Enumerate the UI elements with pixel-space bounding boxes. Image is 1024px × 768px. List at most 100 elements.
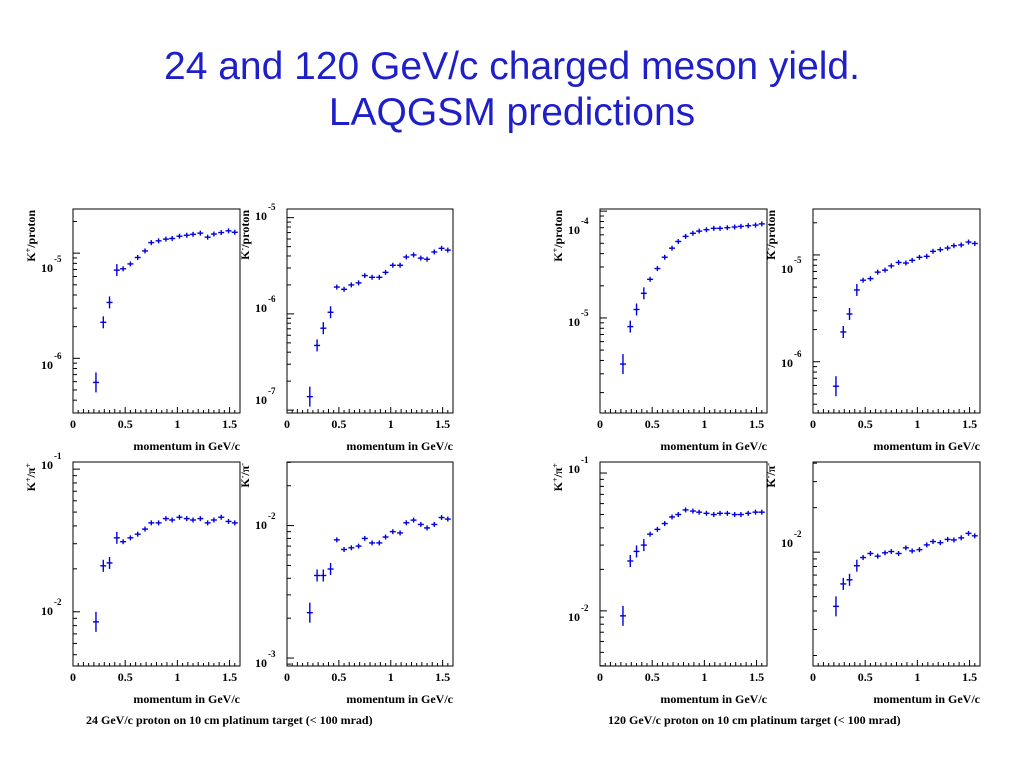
x-minor-ticks [817, 407, 976, 413]
data-point [965, 239, 972, 245]
data-point [176, 233, 183, 239]
data-point [218, 514, 225, 520]
data-point [92, 611, 99, 632]
data-point [840, 325, 847, 338]
data-point [965, 530, 972, 536]
data-point [361, 273, 368, 279]
y-tick-exponent: -3 [268, 649, 276, 659]
data-point [120, 539, 127, 545]
x-tick-label: 0.5 [118, 670, 133, 684]
data-point [909, 257, 916, 263]
data-point [348, 545, 355, 551]
y-tick-label: 10 [568, 315, 580, 329]
data-point [930, 248, 937, 254]
data-point [888, 549, 895, 555]
plot-frame [72, 461, 241, 667]
slide-title: 24 and 120 GeV/c charged meson yield. LA… [0, 44, 1024, 136]
y-tick-exponent: -5 [794, 255, 802, 265]
y-tick-label: 10 [41, 358, 53, 372]
data-point [190, 231, 197, 237]
data-point [895, 259, 902, 265]
data-point [333, 284, 340, 290]
data-point [333, 537, 340, 543]
data-point [100, 316, 107, 329]
data-point [971, 533, 978, 539]
data-point [355, 543, 362, 549]
x-tick-label: 0.5 [858, 670, 873, 684]
y-tick-exponent: -1 [54, 451, 62, 461]
data-point [867, 550, 874, 556]
data-point [204, 234, 211, 240]
data-point [689, 508, 696, 514]
x-tick-label: 0.5 [118, 417, 133, 431]
x-tick-label: 1.5 [749, 670, 764, 684]
data-point [106, 296, 113, 309]
data-point [424, 525, 431, 531]
x-tick-label: 1 [701, 670, 707, 684]
x-tick-label: 1.5 [222, 417, 237, 431]
data-point [958, 242, 965, 248]
data-point [731, 512, 738, 518]
x-tick-label: 1 [914, 670, 920, 684]
y-tick-exponent: -2 [54, 597, 62, 607]
data-point [737, 512, 744, 518]
data-point [752, 222, 759, 228]
plot-frame [812, 461, 981, 667]
data-point [633, 545, 640, 558]
x-axis-title: momentum in GeV/c [873, 439, 980, 453]
data-point [944, 245, 951, 251]
data-point [376, 540, 383, 546]
x-minor-ticks [604, 660, 763, 666]
data-point [169, 235, 176, 241]
x-tick-label: 0 [70, 417, 76, 431]
data-point [389, 529, 396, 535]
data-point [162, 236, 169, 242]
data-point [314, 339, 321, 352]
data-point [355, 280, 362, 286]
data-point [627, 320, 634, 333]
y-tick-exponent: -6 [268, 294, 276, 304]
data-point [190, 517, 197, 523]
x-tick-label: 0.5 [645, 670, 660, 684]
data-point [341, 546, 348, 552]
data-point [619, 605, 626, 626]
y-tick-label: 10 [568, 462, 580, 476]
data-point [633, 303, 640, 316]
data-point [675, 238, 682, 244]
data-point [731, 224, 738, 230]
data-point [176, 514, 183, 520]
x-tick-label: 1.5 [435, 670, 450, 684]
data-point [148, 240, 155, 246]
data-point [710, 225, 717, 231]
data-point [888, 263, 895, 269]
x-tick-label: 1 [914, 417, 920, 431]
x-minor-ticks [817, 660, 976, 666]
data-point [717, 225, 724, 231]
data-point [745, 223, 752, 229]
x-tick-label: 1 [174, 417, 180, 431]
y-tick-label: 10 [255, 518, 267, 532]
data-point [895, 550, 902, 556]
data-point [142, 526, 149, 532]
data-point [218, 230, 225, 236]
y-axis-title: K+/π+ [24, 463, 39, 492]
data-point [832, 376, 839, 397]
data-point [874, 553, 881, 559]
data-point [882, 550, 889, 556]
data-point [902, 545, 909, 551]
x-tick-label: 1.5 [222, 670, 237, 684]
data-point [840, 577, 847, 590]
data-point [675, 512, 682, 518]
data-point [703, 510, 710, 516]
y-tick-label: 10 [568, 610, 580, 624]
data-point [231, 229, 238, 235]
data-point [853, 283, 860, 296]
data-point [758, 221, 765, 227]
data-point [758, 509, 765, 515]
data-point [619, 354, 626, 375]
data-point [341, 286, 348, 292]
x-tick-label: 1 [388, 417, 394, 431]
data-point [231, 520, 238, 526]
data-point [923, 253, 930, 259]
